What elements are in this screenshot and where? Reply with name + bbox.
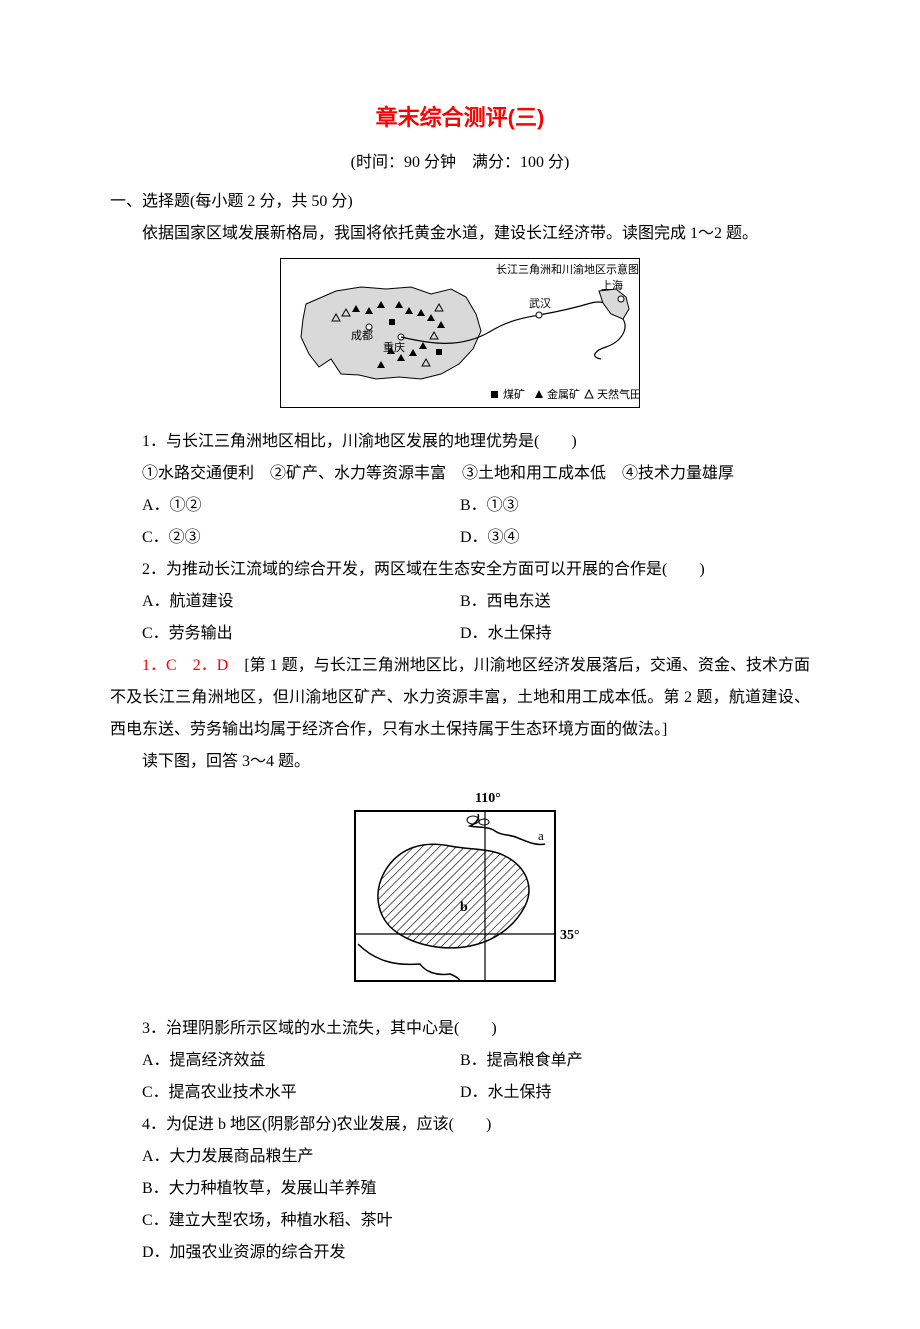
q3-optD: D．水土保持 [460, 1077, 810, 1109]
page-title: 章末综合测评(三) [110, 100, 810, 132]
q1-optB: B．①③ [460, 490, 810, 522]
q1-row-cd: C．②③ D．③④ [110, 522, 810, 554]
q1-optD: D．③④ [460, 522, 810, 554]
region-chuanyu [301, 287, 481, 379]
section-heading: 一、选择题(每小题 2 分，共 50 分) [110, 186, 810, 218]
q1-optA: A．①② [110, 490, 460, 522]
q1-row-ab: A．①② B．①③ [110, 490, 810, 522]
legend-gas-icon [585, 390, 593, 398]
q4-optC: C．建立大型农场，种植水稻、茶叶 [110, 1205, 810, 1237]
region-delta [599, 289, 629, 319]
hatched-region [378, 844, 529, 948]
legend-metal-icon [535, 390, 543, 398]
q3-optC: C．提高农业技术水平 [110, 1077, 460, 1109]
label-lon: 110° [475, 791, 501, 806]
river-a [470, 814, 545, 844]
q4-stem: 4．为促进 b 地区(阴影部分)农业发展，应该( ) [110, 1109, 810, 1141]
q4-optB: B．大力种植牧草，发展山羊养殖 [110, 1173, 810, 1205]
answers-1-2: 1．C 2．D [142, 657, 228, 674]
q3-row-ab: A．提高经济效益 B．提高粮食单产 [110, 1045, 810, 1077]
label-chengdu: 成都 [351, 329, 373, 342]
label-b: b [460, 900, 468, 915]
intro-q3-4: 读下图，回答 3～4 题。 [110, 746, 810, 778]
label-chongqing: 重庆 [383, 340, 405, 354]
q1-optC: C．②③ [110, 522, 460, 554]
figure-2: 110° 35° a b [110, 786, 810, 1001]
label-wuhan: 武汉 [529, 297, 551, 310]
q3-stem: 3．治理阴影所示区域的水土流失，其中心是( ) [110, 1013, 810, 1045]
figure-1: 长江三角洲和川渝地区示意图 [110, 258, 810, 414]
intro-q1-2: 依据国家区域发展新格局，我国将依托黄金水道，建设长江经济带。读图完成 1～2 题… [110, 218, 810, 250]
figure-2-svg: 110° 35° a b [330, 786, 590, 996]
q4-optD: D．加强农业资源的综合开发 [110, 1237, 810, 1269]
river-lower [358, 944, 460, 981]
q2-row-ab: A．航道建设 B．西电东送 [110, 586, 810, 618]
label-a: a [538, 828, 544, 843]
q2-stem: 2．为推动长江流域的综合开发，两区域在生态安全方面可以开展的合作是( ) [110, 554, 810, 586]
q1-stem: 1．与长江三角洲地区相比，川渝地区发展的地理优势是( ) [110, 426, 810, 458]
figure-1-caption: 长江三角洲和川渝地区示意图 [496, 262, 639, 276]
label-shanghai: 上海 [601, 278, 623, 292]
island-2 [479, 819, 489, 825]
figure-1-svg: 长江三角洲和川渝地区示意图 [281, 259, 641, 409]
page-subtitle: (时间：90 分钟 满分：100 分) [110, 148, 810, 172]
legend-coal-icon [491, 391, 498, 398]
city-wuhan-dot [536, 312, 542, 318]
explanation-1-2: 1．C 2．D [第 1 题，与长江三角洲地区比，川渝地区经济发展落后，交通、资… [110, 650, 810, 746]
legend-coal: 煤矿 [503, 388, 525, 401]
q2-optD: D．水土保持 [460, 618, 810, 650]
label-lat: 35° [560, 928, 580, 943]
legend-gas: 天然气田 [597, 387, 641, 401]
q1-sub: ①水路交通便利 ②矿产、水力等资源丰富 ③土地和用工成本低 ④技术力量雄厚 [110, 458, 810, 490]
city-shanghai-dot [618, 296, 624, 302]
legend-metal: 金属矿 [547, 387, 580, 401]
q4-optA: A．大力发展商品粮生产 [110, 1141, 810, 1173]
q2-optC: C．劳务输出 [110, 618, 460, 650]
q2-optA: A．航道建设 [110, 586, 460, 618]
page: 章末综合测评(三) (时间：90 分钟 满分：100 分) 一、选择题(每小题 … [0, 0, 920, 1329]
q2-optB: B．西电东送 [460, 586, 810, 618]
q3-row-cd: C．提高农业技术水平 D．水土保持 [110, 1077, 810, 1109]
q3-optA: A．提高经济效益 [110, 1045, 460, 1077]
q3-optB: B．提高粮食单产 [460, 1045, 810, 1077]
q2-row-cd: C．劳务输出 D．水土保持 [110, 618, 810, 650]
